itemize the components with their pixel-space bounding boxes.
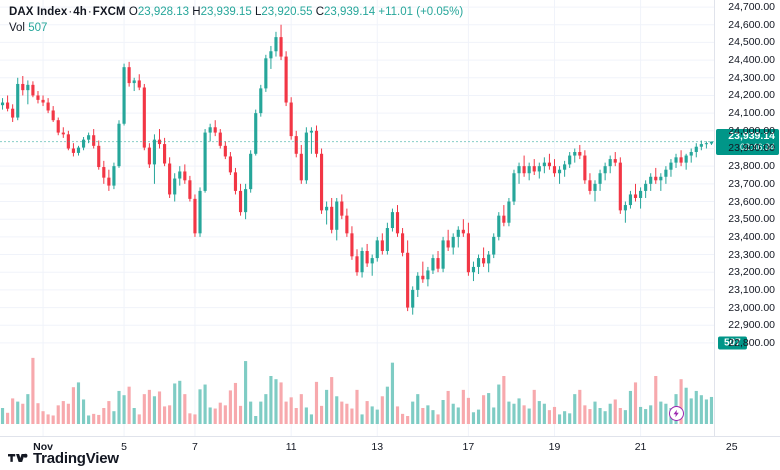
candlestick-series	[0, 24, 714, 424]
volume-value-badge: 507	[718, 336, 747, 350]
price-tick-label: 24,600.00	[728, 18, 775, 31]
price-tick-label: 24,100.00	[728, 107, 775, 120]
bar-countdown-timer: 02:46:34	[739, 141, 775, 152]
chart-pane[interactable]	[0, 0, 714, 436]
price-tick-label: 23,400.00	[728, 230, 775, 243]
price-tick-label: 24,700.00	[728, 1, 775, 14]
time-tick-label: 21	[634, 441, 647, 453]
time-tick-label: 5	[121, 441, 127, 453]
time-tick-label: 25	[725, 441, 738, 453]
current-price-badge: 23,939.14 02:46:34	[716, 128, 779, 155]
price-tick-label: 23,600.00	[728, 195, 775, 208]
tradingview-branding: TradingView	[8, 450, 119, 467]
price-tick-label: 24,200.00	[728, 89, 775, 102]
price-tick-label: 23,200.00	[728, 266, 775, 279]
time-tick-label: 13	[371, 441, 384, 453]
price-tick-label: 23,300.00	[728, 248, 775, 261]
price-tick-label: 24,500.00	[728, 36, 775, 49]
price-tick-label: 23,800.00	[728, 160, 775, 173]
current-price-value: 23,939.14	[728, 129, 775, 142]
time-tick-label: Nov	[33, 441, 53, 453]
tradingview-wordmark: TradingView	[33, 450, 119, 467]
lightning-bolt-icon[interactable]	[669, 406, 685, 421]
price-tick-label: 24,000.00	[728, 124, 775, 137]
time-tick-label: 11	[285, 441, 297, 453]
price-line-overlay	[0, 141, 714, 143]
tradingview-logo-icon	[8, 453, 28, 462]
time-tick-label: 19	[548, 441, 561, 453]
price-tick-label: 23,000.00	[728, 301, 775, 314]
price-tick-label: 24,400.00	[728, 54, 775, 67]
price-tick-label: 23,500.00	[728, 213, 775, 226]
time-tick-label: 17	[462, 441, 475, 453]
price-tick-label: 23,100.00	[728, 283, 775, 296]
price-axis[interactable]: 23,939.14 02:46:34 507 24,700.00 24,600.0…	[714, 0, 780, 436]
grid-layer	[0, 0, 714, 436]
price-tick-label: 23,700.00	[728, 177, 775, 190]
price-tick-label: 24,300.00	[728, 71, 775, 84]
time-tick-label: 7	[192, 441, 198, 453]
price-tick-label: 22,800.00	[728, 336, 775, 349]
price-tick-label: 23,900.00	[728, 142, 775, 155]
time-axis[interactable]: Nov5711131719212527Dec35	[0, 436, 780, 456]
price-tick-label: 22,900.00	[728, 319, 775, 332]
